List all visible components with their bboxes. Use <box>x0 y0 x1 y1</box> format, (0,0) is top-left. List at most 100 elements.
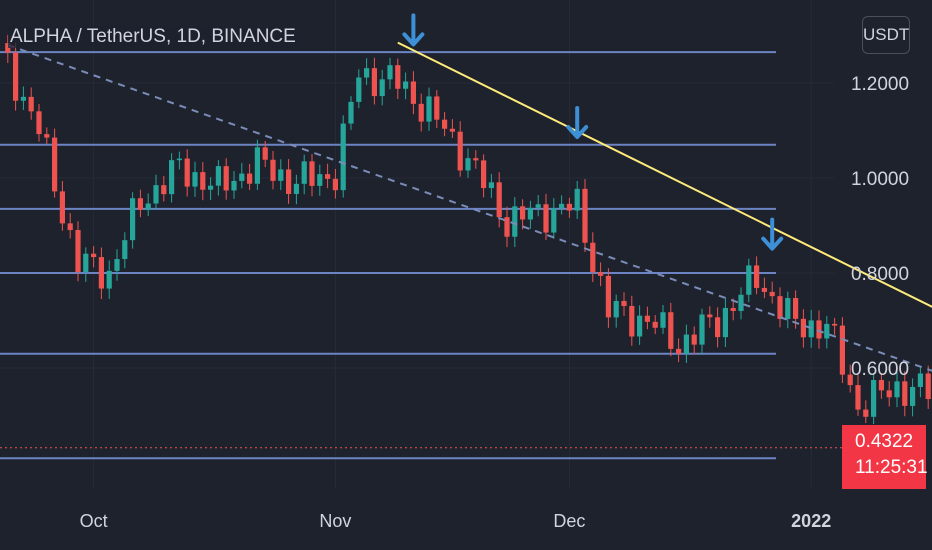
candle-body <box>707 314 713 318</box>
candle-body <box>730 308 736 312</box>
candle-body <box>13 52 19 101</box>
candle-body <box>683 334 689 354</box>
candle-body <box>808 320 814 338</box>
candle-body <box>410 81 416 104</box>
candle-body <box>566 203 572 211</box>
y-tick-label: 1.0000 <box>851 169 909 190</box>
candle-body <box>161 185 167 195</box>
candle-body <box>488 182 494 189</box>
candle-body <box>457 131 463 171</box>
candle-body <box>535 204 541 208</box>
candle-body <box>855 385 861 410</box>
candle-body <box>691 334 697 345</box>
candle-body <box>403 81 409 89</box>
candle-body <box>621 300 627 307</box>
candle-body <box>613 300 619 318</box>
candle-body <box>512 206 518 237</box>
horizontal-levels[interactable] <box>0 51 842 460</box>
candle-body <box>449 128 455 132</box>
candle-body <box>364 68 370 78</box>
last-price-tag: 0.4322 11:25:31 <box>842 425 928 489</box>
x-tick-label: Dec <box>553 511 585 531</box>
candle-body <box>574 188 580 211</box>
candle-body <box>832 323 838 326</box>
candle-body <box>114 259 120 271</box>
candle-body <box>738 294 744 312</box>
candles <box>5 34 931 425</box>
candle-body <box>863 409 869 417</box>
candle-body <box>317 174 323 186</box>
candle-body <box>816 320 822 339</box>
candle-body <box>325 174 331 179</box>
candle-body <box>481 160 487 189</box>
candle-body <box>395 65 401 89</box>
y-tick-label: 1.2000 <box>851 74 909 95</box>
candle-body <box>348 101 354 124</box>
candle-body <box>434 96 440 120</box>
candle-body <box>793 298 799 319</box>
candle-body <box>637 315 643 337</box>
candle-body <box>106 270 112 289</box>
candle-body <box>262 147 268 160</box>
candle-body <box>590 242 596 273</box>
candle-body <box>418 103 424 122</box>
descending-trendline[interactable] <box>397 41 932 463</box>
candle-body <box>496 182 502 218</box>
candle-body <box>761 287 767 292</box>
candle-body <box>52 137 58 192</box>
down-arrow-icon <box>761 217 784 251</box>
candle-body <box>668 312 674 349</box>
candle-body <box>20 96 26 101</box>
candle-body <box>442 119 448 129</box>
candle-body <box>59 191 65 224</box>
candle-body <box>270 159 276 181</box>
candle-body <box>254 147 260 184</box>
candle-body <box>371 68 377 97</box>
candle-body <box>36 111 42 135</box>
candle-body <box>527 207 533 220</box>
candle-body <box>629 306 635 337</box>
candle-body <box>223 166 229 191</box>
candle-body <box>746 265 752 295</box>
down-arrow-icon <box>402 13 425 47</box>
candle-body <box>387 65 393 80</box>
candle-body <box>293 183 299 194</box>
candle-body <box>878 380 884 391</box>
candle-body <box>184 158 190 187</box>
candle-body <box>473 158 479 161</box>
candle-body <box>520 206 526 220</box>
candle-body <box>676 348 682 354</box>
x-tick-label: Nov <box>319 511 351 531</box>
candle-body <box>754 265 760 288</box>
candle-body <box>582 188 588 243</box>
arrow-head <box>566 125 589 139</box>
candle-body <box>824 323 830 339</box>
candle-body <box>699 314 705 345</box>
currency-button[interactable]: USDT <box>862 16 910 54</box>
candle-body <box>769 291 775 297</box>
candle-body <box>215 166 221 186</box>
bar-countdown: 11:25:31 <box>855 457 928 478</box>
gridlines <box>0 0 932 488</box>
x-tick-label: 2022 <box>791 511 831 531</box>
candle-body <box>715 317 721 338</box>
candle-body <box>917 373 923 387</box>
drawing-lines[interactable] <box>7 41 932 463</box>
candle-body <box>426 96 432 122</box>
y-tick-label: 0.8000 <box>851 264 909 285</box>
plot-area[interactable] <box>0 0 834 488</box>
candle-body <box>722 308 728 338</box>
dashed-channel-line[interactable] <box>7 44 932 446</box>
candle-body <box>192 172 198 187</box>
candle-body <box>777 296 783 319</box>
arrow-head <box>402 32 425 47</box>
candle-body <box>902 381 908 406</box>
candle-body <box>153 185 159 204</box>
candle-body <box>886 390 892 398</box>
candle-body <box>332 178 338 191</box>
last-price-value: 0.4322 <box>855 431 914 452</box>
candle-body <box>286 169 292 194</box>
candle-body <box>301 161 307 184</box>
candle-body <box>465 158 471 171</box>
